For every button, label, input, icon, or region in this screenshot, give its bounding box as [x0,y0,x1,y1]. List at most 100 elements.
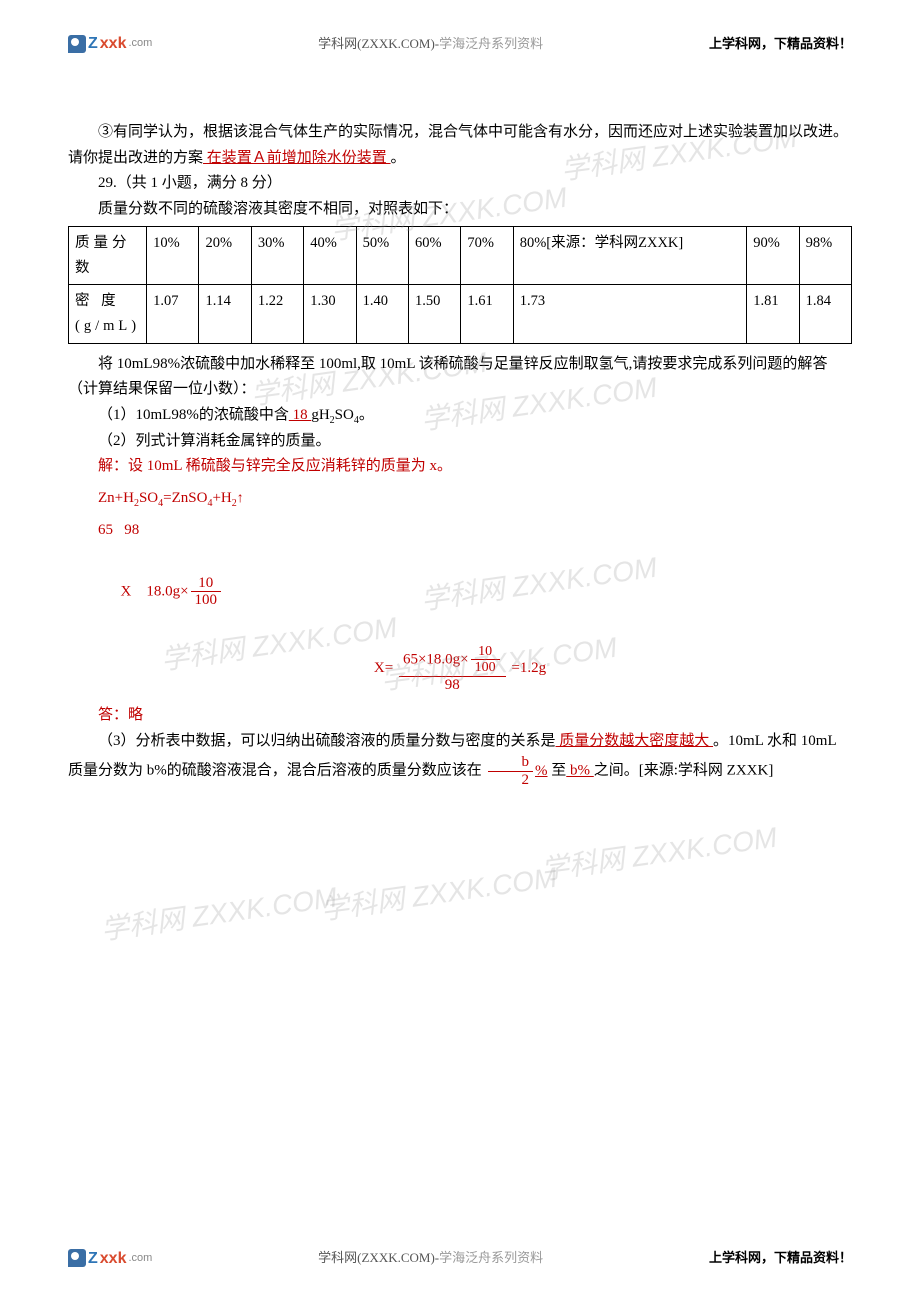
cell: 90% [747,227,799,285]
table-row: 质量分数 10% 20% 30% 40% 50% 60% 70% 80%[来源：… [69,227,852,285]
logo-icon [68,1249,86,1267]
header-center-black: 学科网(ZXXK.COM)- [318,36,439,51]
page-footer: Z xxk .com 学科网(ZXXK.COM)-学海泛舟系列资料 上学科网，下… [68,1245,852,1272]
cell: 40% [304,227,356,285]
sol-text: 设 10mL 稀硫酸与锌完全反应消耗锌的质量为 x。 [128,458,452,474]
density-table: 质量分数 10% 20% 30% 40% 50% 60% 70% 80%[来源：… [68,226,852,344]
cell: 1.30 [304,285,356,343]
cell: 1.81 [747,285,799,343]
p1-answer: 在装置Ａ前增加除水份装置 [203,150,391,166]
eq1b: SO [139,490,158,506]
logo-xxk: xxk [100,30,127,57]
row1-header: 质量分数 [69,227,147,285]
eq-3: X 18.0g×10100 [98,549,852,634]
p6-frac-wrap: b2% [486,763,548,779]
cell: 1.84 [799,285,851,343]
logo-xxk: xxk [100,1245,127,1272]
logo-com: .com [128,34,152,53]
cell: 60% [408,227,460,285]
cell: 70% [461,227,513,285]
footer-center: 学科网(ZXXK.COM)-学海泛舟系列资料 [318,1247,543,1269]
p1-end: 。 [391,150,406,166]
inner-den: 100 [471,660,500,675]
eqx-lhs: X= [374,660,393,676]
logo-z: Z [88,1245,98,1272]
p6-ans1: 质量分数越大密度越大 [556,733,714,749]
q29-heading: 29.（共 1 小题，满分 8 分） [68,171,852,197]
row2-header: 密 度(g/mL) [69,285,147,343]
watermark: 学科网 ZXXK.COM [98,874,340,954]
bigfrac-num: 65×18.0g×10100 [399,644,506,677]
frac1-den: 100 [191,592,222,609]
cell: 10% [147,227,199,285]
eqx-rhs: =1.2g [511,660,546,676]
frac-1: 10100 [191,575,222,609]
p4-answer: 18 [289,407,312,423]
p4: （1）10mL98%的浓硫酸中含 18 gH2SO4。 [68,403,852,429]
p5: （2）列式计算消耗金属锌的质量。 [68,429,852,455]
sol-label: 解： [98,458,128,474]
eq-x-solve: X= 65×18.0g×10100 98 =1.2g [68,644,852,693]
p6-pc1: % [535,763,548,779]
eq1d: +H [212,490,231,506]
header-right: 上学科网，下精品资料！ [709,33,852,55]
bigfrac-num-a: 65×18.0g× [403,651,469,667]
inner-frac: 10100 [471,644,500,676]
cell: 1.50 [408,285,460,343]
eq-1: Zn+H2SO4=ZnSO4+H2↑ [98,486,852,512]
big-frac: 65×18.0g×10100 98 [399,644,506,693]
cell: 98% [799,227,851,285]
eq1-arrow: ↑ [237,491,244,506]
p6-frac: b2 [488,754,534,788]
eq-2: 65 98 [98,518,852,544]
cell: 1.73 [513,285,747,343]
inner-num: 10 [471,644,500,660]
watermark: 学科网 ZXXK.COM [538,814,780,894]
cell: 30% [251,227,303,285]
p4-d: 。 [359,407,374,423]
cell: 50% [356,227,408,285]
footer-center-grey: 学海泛舟系列资料 [439,1250,543,1265]
p4-c: SO [335,407,354,423]
logo-z: Z [88,30,98,57]
p6-a: （3）分析表中数据，可以归纳出硫酸溶液的质量分数与密度的关系是 [98,733,556,749]
footer-right: 上学科网，下精品资料！ [709,1247,852,1269]
logo: Z xxk .com [68,30,152,57]
footer-center-black: 学科网(ZXXK.COM)- [318,1250,439,1265]
p6: （3）分析表中数据，可以归纳出硫酸溶液的质量分数与密度的关系是 质量分数越大密度… [68,729,852,789]
frac1-num: 10 [191,575,222,593]
bigfrac-den: 98 [399,677,506,694]
cell: 1.07 [147,285,199,343]
logo-icon [68,35,86,53]
p1-text: ③有同学认为，根据该混合气体生产的实际情况，混合气体中可能含有水分，因而还应对上… [68,124,848,166]
cell: 20% [199,227,251,285]
p6-frac-num: b [488,754,534,772]
eq3-x: X 18.0g× [121,583,189,599]
p2: 质量分数不同的硫酸溶液其密度不相同，对照表如下： [68,197,852,223]
cell: 1.61 [461,285,513,343]
document-body: ③有同学认为，根据该混合气体生产的实际情况，混合气体中可能含有水分，因而还应对上… [68,120,852,788]
header-center: 学科网(ZXXK.COM)-学海泛舟系列资料 [318,33,543,55]
eq1c: =ZnSO [163,490,207,506]
p6-frac-den: 2 [488,772,534,789]
eq1a: Zn+H [98,490,134,506]
answer-line: 答：略 [68,703,852,729]
paragraph-1: ③有同学认为，根据该混合气体生产的实际情况，混合气体中可能含有水分，因而还应对上… [68,120,852,171]
p6-mid: 至 [548,763,567,779]
p4-a: （1）10mL98%的浓硫酸中含 [98,407,289,423]
cell: 1.40 [356,285,408,343]
p3: 将 10mL98%浓硫酸中加水稀释至 100ml,取 10mL 该稀硫酸与足量锌… [68,352,852,403]
header-center-grey: 学海泛舟系列资料 [439,36,543,51]
logo-com: .com [128,1249,152,1268]
cell: 80%[来源：学科网ZXXK] [513,227,747,285]
p6-ans2: b% [566,763,594,779]
solution-block: 解：设 10mL 稀硫酸与锌完全反应消耗锌的质量为 x。 Zn+H2SO4=Zn… [68,454,852,729]
p4-b: gH [311,407,329,423]
watermark: 学科网 ZXXK.COM [318,854,560,934]
cell: 1.22 [251,285,303,343]
sol-line1: 解：设 10mL 稀硫酸与锌完全反应消耗锌的质量为 x。 [68,454,852,480]
p6-end: 之间。[来源:学科网 ZXXK] [594,763,774,779]
footer-logo: Z xxk .com [68,1245,152,1272]
page-header: Z xxk .com 学科网(ZXXK.COM)-学海泛舟系列资料 上学科网，下… [68,30,852,57]
table-row: 密 度(g/mL) 1.07 1.14 1.22 1.30 1.40 1.50 … [69,285,852,343]
